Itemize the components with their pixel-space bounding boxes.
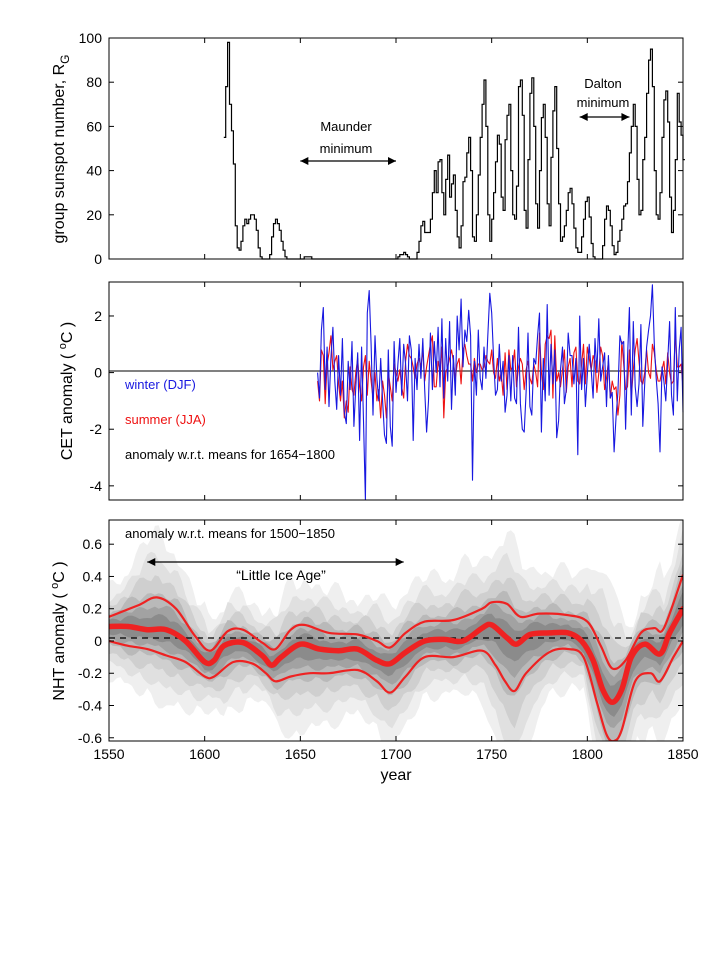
lia-arrow-right-head bbox=[395, 558, 404, 566]
little-ice-age-arrow bbox=[147, 558, 404, 566]
little-ice-age-label: “Little Ice Age” bbox=[236, 567, 326, 583]
x-tick-label: 1850 bbox=[667, 746, 698, 762]
lia-arrow-left-head bbox=[147, 558, 156, 566]
nht-y-axis-label: NHT anomaly ( oC ) bbox=[49, 561, 68, 700]
sunspot-y-tick-label: 20 bbox=[86, 207, 102, 223]
sunspot-y-axis-label: group sunspot number, RG bbox=[51, 54, 72, 243]
nht-y-tick-label: 0.6 bbox=[83, 536, 103, 552]
nht-y-tick-label: -0.6 bbox=[78, 730, 102, 746]
cet-y-axis-label: CET anomaly ( oC ) bbox=[57, 322, 76, 460]
cet-y-tick-label: -4 bbox=[90, 478, 103, 494]
nht-y-tick-label: 0.2 bbox=[83, 601, 103, 617]
maunder-arrow bbox=[300, 157, 396, 165]
sunspot-y-tick-label: 100 bbox=[79, 30, 103, 46]
sunspot-line bbox=[223, 41, 685, 260]
sunspot-y-tick-label: 80 bbox=[86, 74, 102, 90]
nht-y-tick-label: 0.4 bbox=[83, 568, 103, 584]
x-axis-label: year bbox=[380, 767, 412, 784]
sunspot-axes-box bbox=[108, 37, 684, 260]
nht-y-tick-label: -0.4 bbox=[78, 698, 102, 714]
x-tick-label: 1750 bbox=[476, 746, 507, 762]
nht-mean-line bbox=[109, 605, 683, 706]
cet-y-ticks: -4 -2 0 2 bbox=[90, 282, 684, 500]
cet-y-tick-label: 2 bbox=[94, 308, 102, 324]
nht-upper-bound-line bbox=[109, 574, 683, 671]
x-tick-label: 1800 bbox=[572, 746, 603, 762]
ensemble-band-layer bbox=[109, 591, 683, 717]
cet-axes-box bbox=[108, 281, 684, 501]
maunder-label-line2: minimum bbox=[320, 141, 373, 156]
cet-series bbox=[317, 284, 684, 501]
nht-y-tick-label: 0 bbox=[94, 633, 102, 649]
maunder-label-line1: Maunder bbox=[320, 119, 372, 134]
sunspot-y-tick-label: 60 bbox=[86, 118, 102, 134]
maunder-arrow-left-head bbox=[300, 157, 309, 165]
x-tick-label: 1650 bbox=[285, 746, 316, 762]
sunspot-y-tick-label: 0 bbox=[94, 251, 102, 267]
x-tick-label: 1550 bbox=[93, 746, 124, 762]
nht-y-tick-label: -0.2 bbox=[78, 665, 102, 681]
x-tick-label: 1700 bbox=[380, 746, 411, 762]
sunspot-series bbox=[223, 41, 685, 260]
cet-y-tick-label: 0 bbox=[94, 365, 102, 381]
dalton-arrow-left-head bbox=[579, 113, 588, 121]
cet-y-tick-label: -2 bbox=[90, 421, 103, 437]
dalton-label-line1: Dalton bbox=[584, 76, 622, 91]
sunspot-y-ticks: 0 20 40 60 80 100 bbox=[79, 30, 684, 267]
nht-ticks: -0.6 -0.4 -0.2 0 0.2 0.4 0.6 1550 1600 1650 1700 17… bbox=[78, 520, 699, 762]
nht-lower-bound-line bbox=[109, 639, 683, 741]
nht-anomaly-note: anomaly w.r.t. means for 1500−1850 bbox=[125, 526, 335, 541]
sunspot-y-tick-label: 40 bbox=[86, 163, 102, 179]
nht-panel: -0.6 -0.4 -0.2 0 0.2 0.4 0.6 1550 1600 1650 1700 17… bbox=[49, 519, 699, 784]
dalton-arrow bbox=[579, 113, 630, 121]
x-tick-label: 1600 bbox=[189, 746, 220, 762]
sunspot-panel: 0 20 40 60 80 100 Maunder minimum Dalton mini… bbox=[51, 30, 685, 267]
winter-legend-label: winter (DJF) bbox=[124, 377, 196, 392]
nht-axes-box bbox=[108, 519, 684, 742]
maunder-arrow-right-head bbox=[388, 157, 396, 165]
dalton-arrow-right-head bbox=[621, 113, 630, 121]
nht-series bbox=[109, 574, 683, 741]
cet-panel: -4 -2 0 2 winter (DJF) summer (JJA) anomaly… bbox=[57, 281, 684, 501]
cet-anomaly-note: anomaly w.r.t. means for 1654−1800 bbox=[125, 447, 335, 462]
winter-line bbox=[317, 284, 684, 501]
dalton-label-line2: minimum bbox=[577, 95, 630, 110]
summer-legend-label: summer (JJA) bbox=[125, 412, 206, 427]
